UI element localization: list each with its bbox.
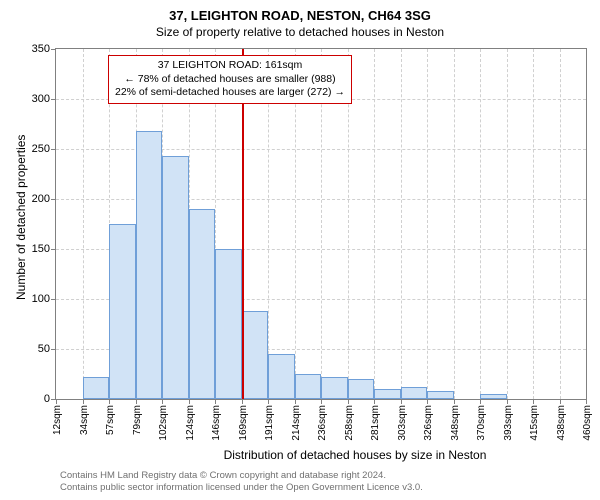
xtick-mark (401, 399, 402, 404)
grid-line-vertical (401, 49, 402, 399)
histogram-bar (162, 156, 189, 399)
grid-line-vertical (480, 49, 481, 399)
xtick-mark (321, 399, 322, 404)
y-axis-label: Number of detached properties (14, 135, 28, 300)
xtick-mark (268, 399, 269, 404)
annotation-line-3: 22% of semi-detached houses are larger (… (115, 86, 345, 100)
xtick-label: 34sqm (79, 405, 90, 435)
xtick-mark (560, 399, 561, 404)
grid-line-vertical (454, 49, 455, 399)
histogram-bar (83, 377, 110, 399)
footer-attribution: Contains HM Land Registry data © Crown c… (60, 470, 423, 495)
ytick-mark (51, 249, 56, 250)
annotation-box: 37 LEIGHTON ROAD: 161sqm← 78% of detache… (108, 55, 352, 104)
xtick-mark (162, 399, 163, 404)
xtick-label: 124sqm (185, 405, 196, 441)
histogram-bar (321, 377, 348, 399)
chart-plot-area: 05010015020025030035012sqm34sqm57sqm79sq… (55, 48, 587, 400)
xtick-mark (507, 399, 508, 404)
xtick-mark (586, 399, 587, 404)
grid-line-vertical (83, 49, 84, 399)
annotation-line-1: 37 LEIGHTON ROAD: 161sqm (115, 59, 345, 73)
grid-line-vertical (507, 49, 508, 399)
histogram-bar (268, 354, 295, 399)
xtick-label: 370sqm (476, 405, 487, 441)
xtick-mark (374, 399, 375, 404)
xtick-mark (56, 399, 57, 404)
xtick-mark (348, 399, 349, 404)
ytick-mark (51, 349, 56, 350)
ytick-label: 0 (44, 393, 50, 405)
grid-line-vertical (374, 49, 375, 399)
xtick-mark (533, 399, 534, 404)
footer-line-1: Contains HM Land Registry data © Crown c… (60, 470, 423, 482)
grid-line-vertical (427, 49, 428, 399)
xtick-mark (189, 399, 190, 404)
xtick-mark (427, 399, 428, 404)
annotation-line-2: ← 78% of detached houses are smaller (98… (115, 73, 345, 87)
chart-title-main: 37, LEIGHTON ROAD, NESTON, CH64 3SG (0, 0, 600, 23)
xtick-label: 303sqm (397, 405, 408, 441)
x-axis-label: Distribution of detached houses by size … (0, 448, 600, 462)
ytick-mark (51, 299, 56, 300)
xtick-label: 191sqm (264, 405, 275, 441)
ytick-mark (51, 99, 56, 100)
histogram-bar (374, 389, 401, 399)
xtick-label: 214sqm (291, 405, 302, 441)
grid-line-vertical (533, 49, 534, 399)
histogram-bar (427, 391, 454, 399)
ytick-label: 300 (32, 93, 50, 105)
xtick-label: 236sqm (317, 405, 328, 441)
xtick-label: 169sqm (238, 405, 249, 441)
xtick-label: 258sqm (344, 405, 355, 441)
histogram-bar (215, 249, 242, 399)
xtick-mark (242, 399, 243, 404)
ytick-mark (51, 199, 56, 200)
xtick-mark (454, 399, 455, 404)
xtick-mark (136, 399, 137, 404)
histogram-bar (348, 379, 375, 399)
ytick-label: 50 (38, 343, 50, 355)
histogram-bar (295, 374, 322, 399)
histogram-bar (242, 311, 269, 399)
footer-line-2: Contains public sector information licen… (60, 482, 423, 494)
ytick-label: 150 (32, 243, 50, 255)
xtick-label: 12sqm (52, 405, 63, 435)
xtick-label: 79sqm (132, 405, 143, 435)
xtick-mark (480, 399, 481, 404)
chart-title-sub: Size of property relative to detached ho… (0, 23, 600, 39)
ytick-mark (51, 149, 56, 150)
histogram-bar (189, 209, 216, 399)
xtick-label: 102sqm (158, 405, 169, 441)
grid-line-vertical (560, 49, 561, 399)
xtick-mark (295, 399, 296, 404)
xtick-label: 281sqm (370, 405, 381, 441)
histogram-bar (136, 131, 163, 399)
ytick-label: 350 (32, 43, 50, 55)
xtick-label: 326sqm (423, 405, 434, 441)
ytick-label: 250 (32, 143, 50, 155)
xtick-mark (109, 399, 110, 404)
xtick-label: 146sqm (211, 405, 222, 441)
xtick-label: 393sqm (503, 405, 514, 441)
xtick-label: 57sqm (105, 405, 116, 435)
ytick-label: 100 (32, 293, 50, 305)
xtick-label: 415sqm (529, 405, 540, 441)
xtick-label: 348sqm (450, 405, 461, 441)
ytick-mark (51, 49, 56, 50)
histogram-bar (109, 224, 136, 399)
xtick-mark (215, 399, 216, 404)
xtick-label: 460sqm (582, 405, 593, 441)
xtick-mark (83, 399, 84, 404)
histogram-bar (401, 387, 428, 399)
histogram-bar (480, 394, 507, 399)
xtick-label: 438sqm (556, 405, 567, 441)
ytick-label: 200 (32, 193, 50, 205)
